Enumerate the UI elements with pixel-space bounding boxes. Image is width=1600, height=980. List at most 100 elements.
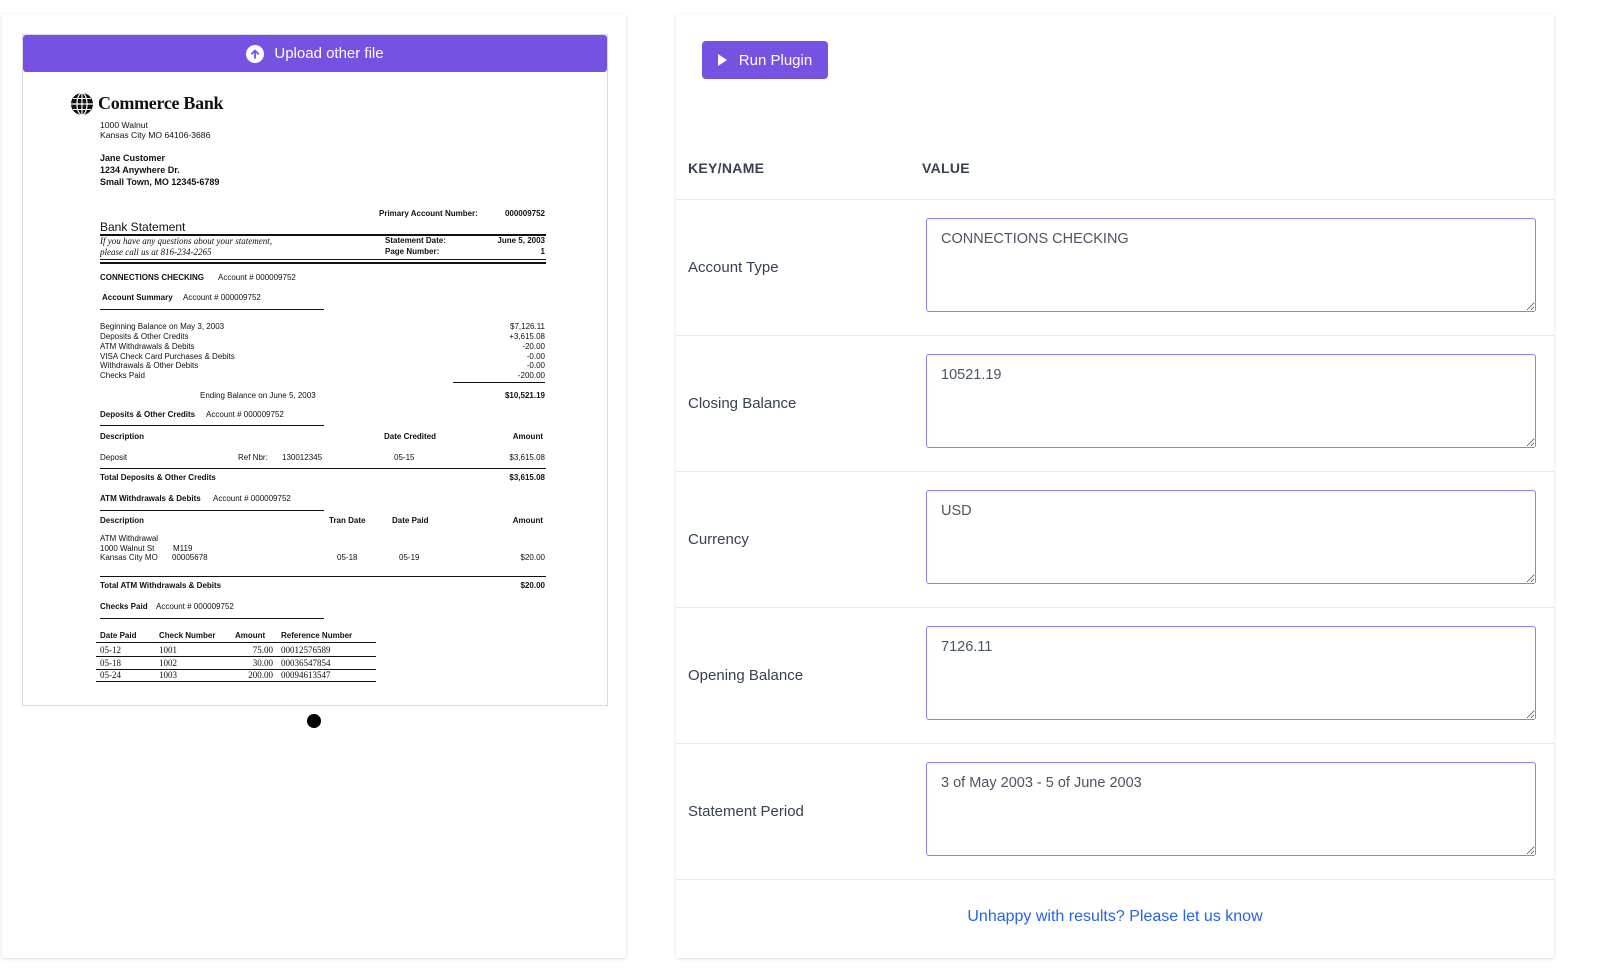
page-number-label: Page Number: — [385, 247, 440, 256]
result-key: Opening Balance — [688, 667, 804, 684]
check-date: 05-18 — [100, 657, 121, 668]
summary-row-value: $7,126.11 — [510, 322, 545, 331]
divider — [100, 259, 546, 260]
bank-address-line-2: Kansas City MO 64106-3686 — [100, 130, 211, 140]
run-plugin-button[interactable]: Run Plugin — [702, 41, 828, 79]
deposits-total-label: Total Deposits & Other Credits — [100, 473, 216, 482]
atm-desc-line-2: 1000 Walnut St — [100, 544, 155, 553]
divider — [100, 234, 546, 236]
result-value-field[interactable]: 7126.11 — [926, 626, 1536, 720]
check-row-divider — [96, 656, 376, 657]
feedback-link[interactable]: Unhappy with results? Please let us know — [967, 908, 1263, 925]
ending-balance-label: Ending Balance on June 5, 2003 — [200, 391, 316, 400]
check-date: 05-24 — [100, 670, 121, 680]
checking-title: CONNECTIONS CHECKING — [100, 273, 205, 282]
summary-title: Account Summary — [102, 293, 173, 302]
atm-col-date-paid: Date Paid — [392, 516, 429, 525]
result-value-field[interactable]: 10521.19 — [926, 354, 1536, 448]
checks-account-ref: Account # 000009752 — [156, 602, 234, 611]
run-plugin-label: Run Plugin — [738, 51, 813, 69]
atm-tran-date: 05-18 — [337, 553, 358, 562]
atm-account-ref: Account # 000009752 — [213, 494, 291, 503]
atm-title: ATM Withdrawals & Debits — [100, 494, 201, 503]
bank-address-line-1: 1000 Walnut — [100, 120, 148, 130]
atm-col-tran-date: Tran Date — [329, 516, 366, 525]
ending-balance-value: $10,521.19 — [504, 391, 545, 400]
divider — [100, 262, 546, 264]
deposits-title: Deposits & Other Credits — [100, 410, 196, 419]
atm-col-description: Description — [100, 516, 145, 525]
check-reference: 00036547854 — [281, 657, 331, 668]
deposit-ref-number: 130012345 — [282, 453, 323, 462]
divider — [100, 309, 324, 310]
summary-row-label: Deposits & Other Credits — [100, 332, 189, 341]
atm-desc-line-1: ATM Withdrawal — [100, 534, 159, 543]
divider — [100, 510, 324, 511]
results-panel: Run Plugin KEY/NAME VALUE Account Type CO… — [676, 14, 1554, 958]
upload-other-file-button[interactable]: Upload other file — [23, 35, 607, 72]
check-amount: 75.00 — [252, 645, 273, 655]
check-reference: 00012576589 — [281, 645, 331, 655]
check-row-divider — [96, 681, 376, 682]
check-number: 1001 — [159, 645, 177, 655]
result-row: Account Type CONNECTIONS CHECKING — [676, 200, 1554, 336]
summary-row-label: VISA Check Card Purchases & Debits — [100, 352, 235, 361]
deposit-amount: $3,615.08 — [509, 453, 545, 462]
divider — [453, 382, 545, 383]
check-number: 1002 — [159, 657, 177, 668]
divider — [100, 618, 324, 619]
deposits-col-date: Date Credited — [384, 432, 437, 441]
result-value-field[interactable]: 3 of May 2003 - 5 of June 2003 — [926, 762, 1536, 856]
primary-account-value: 000009752 — [504, 209, 545, 218]
column-header-value: VALUE — [922, 160, 970, 176]
summary-row-label: ATM Withdrawals & Debits — [100, 342, 195, 351]
atm-amount: $20.00 — [520, 553, 545, 562]
summary-row-value: -0.00 — [526, 352, 545, 361]
bank-statement-page: Commerce Bank 1000 Walnut Kansas City MO… — [23, 35, 607, 705]
questions-line-2: please call us at 816-234-2265 — [100, 247, 212, 257]
page-indicator-dot[interactable] — [307, 714, 321, 728]
atm-desc-line-2b: M119 — [173, 544, 193, 553]
deposit-description: Deposit — [100, 453, 128, 462]
page-number-value: 1 — [540, 247, 545, 256]
summary-row-label: Withdrawals & Other Debits — [100, 361, 199, 370]
result-key: Currency — [688, 531, 749, 548]
check-reference: 00094613547 — [281, 670, 331, 680]
customer-address-line-2: Small Town, MO 12345-6789 — [100, 177, 220, 187]
header-divider — [676, 199, 1554, 200]
divider — [100, 468, 546, 469]
document-preview-panel: Commerce Bank 1000 Walnut Kansas City MO… — [2, 14, 626, 958]
atm-total-label: Total ATM Withdrawals & Debits — [100, 581, 222, 590]
deposits-col-description: Description — [100, 432, 145, 441]
upload-button-label: Upload other file — [274, 45, 384, 62]
statement-date-value: June 5, 2003 — [497, 236, 545, 245]
summary-row-value: -0.00 — [526, 361, 545, 370]
customer-name: Jane Customer — [100, 153, 166, 163]
primary-account-label: Primary Account Number: — [379, 209, 478, 218]
check-amount: 30.00 — [252, 657, 273, 668]
play-icon — [717, 54, 727, 66]
result-row: Statement Period 3 of May 2003 - 5 of Jun… — [676, 744, 1554, 880]
checks-col-reference: Reference Number — [281, 631, 353, 640]
checking-account-ref: Account # 000009752 — [218, 273, 296, 282]
check-amount: 200.00 — [248, 670, 273, 680]
atm-desc-line-3: Kansas City MO — [100, 553, 158, 562]
deposit-ref-label: Ref Nbr: — [238, 453, 268, 462]
statement-title: Bank Statement — [100, 220, 186, 234]
deposits-account-ref: Account # 000009752 — [206, 410, 284, 419]
result-row: Opening Balance 7126.11 — [676, 608, 1554, 744]
atm-date-paid: 05-19 — [399, 553, 420, 562]
atm-desc-line-3b: 00005678 — [172, 553, 208, 562]
checks-col-number: Check Number — [159, 631, 216, 640]
statement-date-label: Statement Date: — [385, 236, 446, 245]
check-date: 05-12 — [100, 645, 121, 655]
divider — [100, 425, 324, 426]
summary-row-label: Checks Paid — [100, 371, 145, 380]
divider — [100, 576, 546, 577]
questions-line-1: If you have any questions about your sta… — [100, 236, 272, 246]
checks-col-amount: Amount — [235, 631, 266, 640]
result-key: Account Type — [688, 259, 779, 276]
result-value-field[interactable]: CONNECTIONS CHECKING — [926, 218, 1536, 312]
atm-col-amount: Amount — [512, 516, 543, 525]
result-value-field[interactable]: USD — [926, 490, 1536, 584]
